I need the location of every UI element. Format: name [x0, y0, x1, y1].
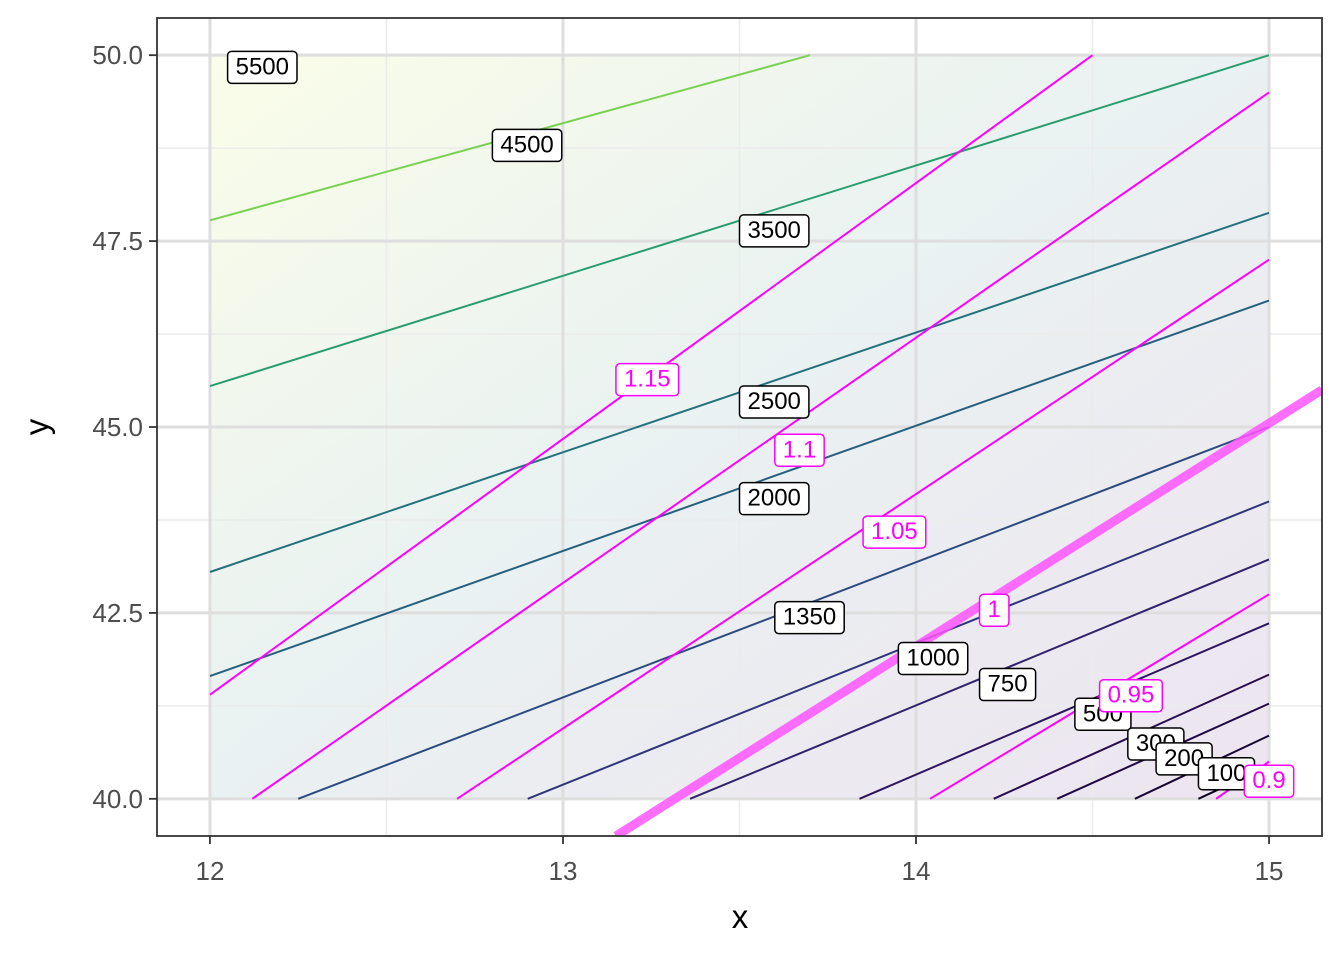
contour-label-750-text: 750	[988, 671, 1028, 698]
contour-label-100-text: 100	[1206, 760, 1246, 787]
ratio-label-0.95: 0.95	[1098, 678, 1164, 713]
ratio-label-0.9-text: 0.9	[1252, 767, 1285, 794]
contour-label-1350-box	[774, 600, 845, 635]
y-tick-label: 47.5	[92, 226, 143, 256]
y-tick-label: 45.0	[92, 412, 143, 442]
contour-label-1000-box	[897, 641, 969, 676]
grid-lines	[157, 18, 1322, 836]
ratio-label-1.15-text: 1.15	[624, 366, 671, 393]
contour-label-2500-box	[738, 385, 810, 419]
ratio-line-1.1	[251, 91, 1270, 800]
contour-label-4500-text: 4500	[500, 131, 553, 158]
ratio-label-0.95-box	[1098, 678, 1164, 713]
ratio-label-0.9: 0.9	[1243, 764, 1295, 798]
contour-label-4500: 4500	[491, 128, 563, 163]
y-tick-label: 50.0	[92, 40, 143, 70]
ratio-label-1.05: 1.05	[862, 515, 927, 549]
ratio-label-1-box	[978, 593, 1010, 627]
contour-label-1000: 1000	[897, 641, 969, 676]
contour-label-2500: 2500	[738, 385, 810, 419]
contour-line-750	[859, 622, 1270, 800]
contour-label-3500-text: 3500	[748, 217, 801, 244]
contour-label-5500-box	[226, 50, 298, 85]
x-tick-label: 15	[1255, 856, 1284, 886]
x-tick-label: 12	[195, 856, 224, 886]
contour-label-3500-box	[738, 214, 810, 248]
contour-label-750: 750	[978, 667, 1037, 702]
ratio-label-1.1-text: 1.1	[783, 436, 816, 463]
contour-label-2000-box	[738, 481, 810, 516]
ratio-label-1.05-box	[862, 515, 927, 549]
ratio-line-1	[613, 385, 1322, 836]
contour-label-2000-text: 2000	[748, 485, 801, 512]
contour-label-3500: 3500	[738, 214, 810, 248]
contour-label-1350: 1350	[774, 600, 845, 635]
x-axis-title: x	[732, 898, 749, 935]
x-tick-label: 14	[902, 856, 931, 886]
contour-label-750-box	[978, 667, 1037, 702]
ratio-label-1.1-box	[774, 433, 825, 468]
contour-label-200-text: 200	[1164, 745, 1204, 772]
contour-label-2500-text: 2500	[748, 388, 801, 415]
ratio-label-0.9-box	[1243, 764, 1295, 798]
ratio-label-0.95-text: 0.95	[1108, 682, 1155, 709]
axes: 12 13 14 15 40.0 42.5 45.0 47.5 50.0	[92, 40, 1283, 886]
ratio-label-1.05-text: 1.05	[871, 518, 918, 545]
y-tick-label: 42.5	[92, 598, 143, 628]
contour-label-5500-text: 5500	[236, 53, 289, 80]
contour-label-4500-box	[491, 128, 563, 163]
contour-label-5500: 5500	[226, 50, 298, 85]
contour-label-1000-text: 1000	[906, 645, 959, 672]
ratio-label-1.1: 1.1	[774, 433, 825, 468]
ratio-label-1-text: 1	[988, 596, 1001, 623]
x-tick-label: 13	[549, 856, 578, 886]
ratio-label-1.15: 1.15	[615, 362, 680, 397]
contour-label-2000: 2000	[738, 481, 810, 516]
contour-label-1350-text: 1350	[783, 604, 836, 631]
contour-labels: 5500450035002500200013501000750500300200…	[226, 50, 1295, 798]
ratio-label-1.15-box	[615, 362, 680, 397]
contour-label-100: 100	[1197, 757, 1256, 791]
y-tick-label: 40.0	[92, 784, 143, 814]
ratio-label-1: 1	[978, 593, 1010, 627]
y-axis-title: y	[18, 418, 55, 435]
